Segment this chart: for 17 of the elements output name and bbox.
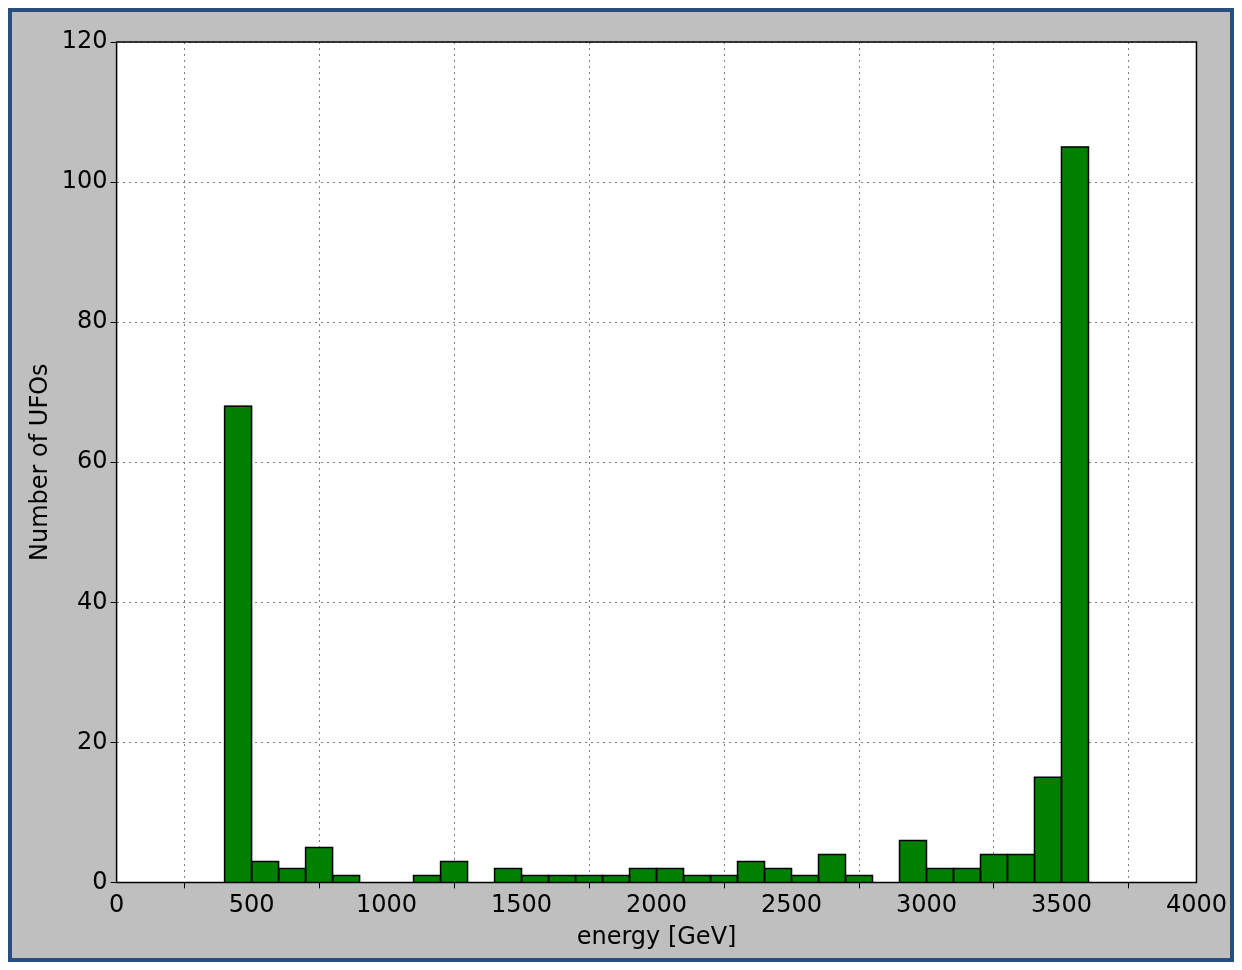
y-tick-label: 80	[77, 306, 108, 335]
y-tick-label: 100	[61, 166, 108, 195]
y-tick-label: 120	[61, 26, 108, 55]
y-axis-title: Number of UFOs	[24, 363, 53, 561]
y-tick-label: 20	[77, 726, 108, 755]
x-tick-label: 3500	[1030, 890, 1093, 919]
x-tick-label: 2000	[626, 890, 688, 919]
x-tick-label: 3000	[895, 890, 958, 919]
x-tick-label: 2500	[760, 890, 823, 919]
x-tick-label: 1500	[491, 890, 553, 919]
y-tick-label: 60	[77, 446, 108, 475]
y-tick-label: 40	[77, 586, 108, 615]
x-tick-label: 4000	[1165, 890, 1227, 919]
x-tick-label: 1000	[356, 890, 418, 919]
x-axis-title: energy [GeV]	[576, 921, 737, 950]
x-tick-label: 500	[228, 890, 275, 919]
y-tick-label: 0	[92, 866, 108, 895]
